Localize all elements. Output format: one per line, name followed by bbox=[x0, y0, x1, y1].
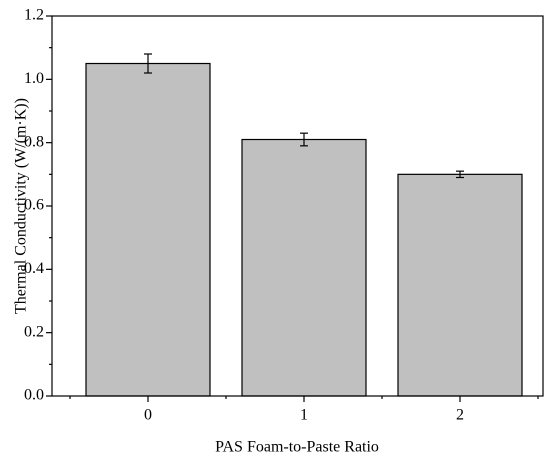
x-tick-label: 0 bbox=[144, 407, 152, 424]
x-tick-label: 2 bbox=[456, 407, 464, 424]
y-tick-label: 1.2 bbox=[24, 7, 44, 24]
y-tick-label: 1.0 bbox=[24, 70, 44, 87]
y-tick-label: 0.8 bbox=[24, 133, 44, 150]
bar bbox=[397, 173, 523, 397]
y-tick-label: 0.0 bbox=[24, 387, 44, 404]
y-axis-title: Thermal Conductivity (W/(m·K)) bbox=[13, 98, 30, 314]
y-tick-label: 0.6 bbox=[24, 197, 44, 214]
plot-frame bbox=[51, 15, 544, 397]
bar bbox=[85, 62, 211, 397]
x-tick-label: 1 bbox=[300, 407, 308, 424]
y-tick-label: 0.2 bbox=[24, 323, 44, 340]
x-axis-title: PAS Foam-to-Paste Ratio bbox=[215, 439, 379, 456]
y-tick-label: 0.4 bbox=[24, 260, 44, 277]
bar bbox=[241, 138, 367, 397]
